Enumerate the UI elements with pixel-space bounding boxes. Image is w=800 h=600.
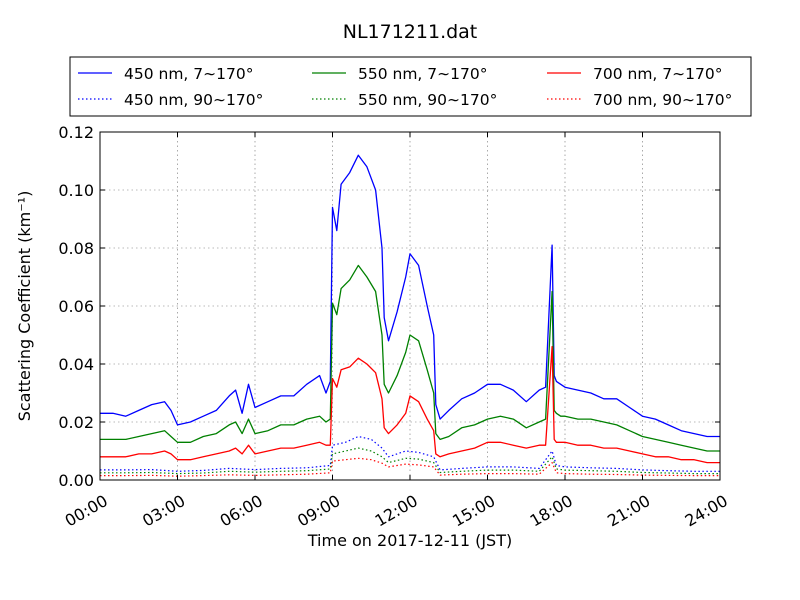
x-axis-label: Time on 2017-12-11 (JST) <box>307 531 512 550</box>
legend-frame <box>69 56 752 117</box>
x-tick-label: 03:00 <box>139 491 188 531</box>
series-line <box>100 264 720 452</box>
y-tick-label: 0.12 <box>58 123 94 142</box>
x-tick-label: 18:00 <box>527 491 576 531</box>
x-tick-label: 21:00 <box>604 491 653 531</box>
legend-label: 450 nm, 90∼170° <box>124 91 263 109</box>
series-line <box>100 457 720 477</box>
series-line <box>100 154 720 438</box>
legend: 450 nm, 7∼170° 550 nm, 7∼170° 700 nm, 7∼17… <box>69 56 752 117</box>
series-line <box>100 345 720 464</box>
legend-label: 450 nm, 7∼170° <box>124 65 253 83</box>
y-tick-label: 0.02 <box>58 413 94 432</box>
x-tick-label: 24:00 <box>682 491 731 531</box>
y-tick-label: 0.04 <box>58 355 94 374</box>
x-tick-label: 00:00 <box>62 491 111 531</box>
axis-ticks: 00:00 03:00 06:00 09:00 12:00 15:00 18:00 21:00… <box>58 123 731 531</box>
x-tick-label: 12:00 <box>372 491 421 531</box>
legend-label: 550 nm, 90∼170° <box>358 91 497 109</box>
series-line <box>100 447 720 475</box>
legend-label: 700 nm, 7∼170° <box>593 65 722 83</box>
chart-title: NL171211.dat <box>343 21 478 43</box>
series-group <box>100 154 720 477</box>
y-tick-label: 0.08 <box>58 239 94 258</box>
y-axis-label: Scattering Coefficient (km⁻¹) <box>15 191 34 422</box>
x-tick-label: 15:00 <box>449 491 498 531</box>
grid <box>100 132 720 480</box>
y-tick-label: 0.06 <box>58 297 94 316</box>
legend-label: 700 nm, 90∼170° <box>593 91 732 109</box>
legend-label: 550 nm, 7∼170° <box>358 65 487 83</box>
x-tick-label: 09:00 <box>294 491 343 531</box>
y-tick-label: 0.10 <box>58 181 94 200</box>
y-tick-label: 0.00 <box>58 471 94 490</box>
x-tick-label: 06:00 <box>217 491 266 531</box>
